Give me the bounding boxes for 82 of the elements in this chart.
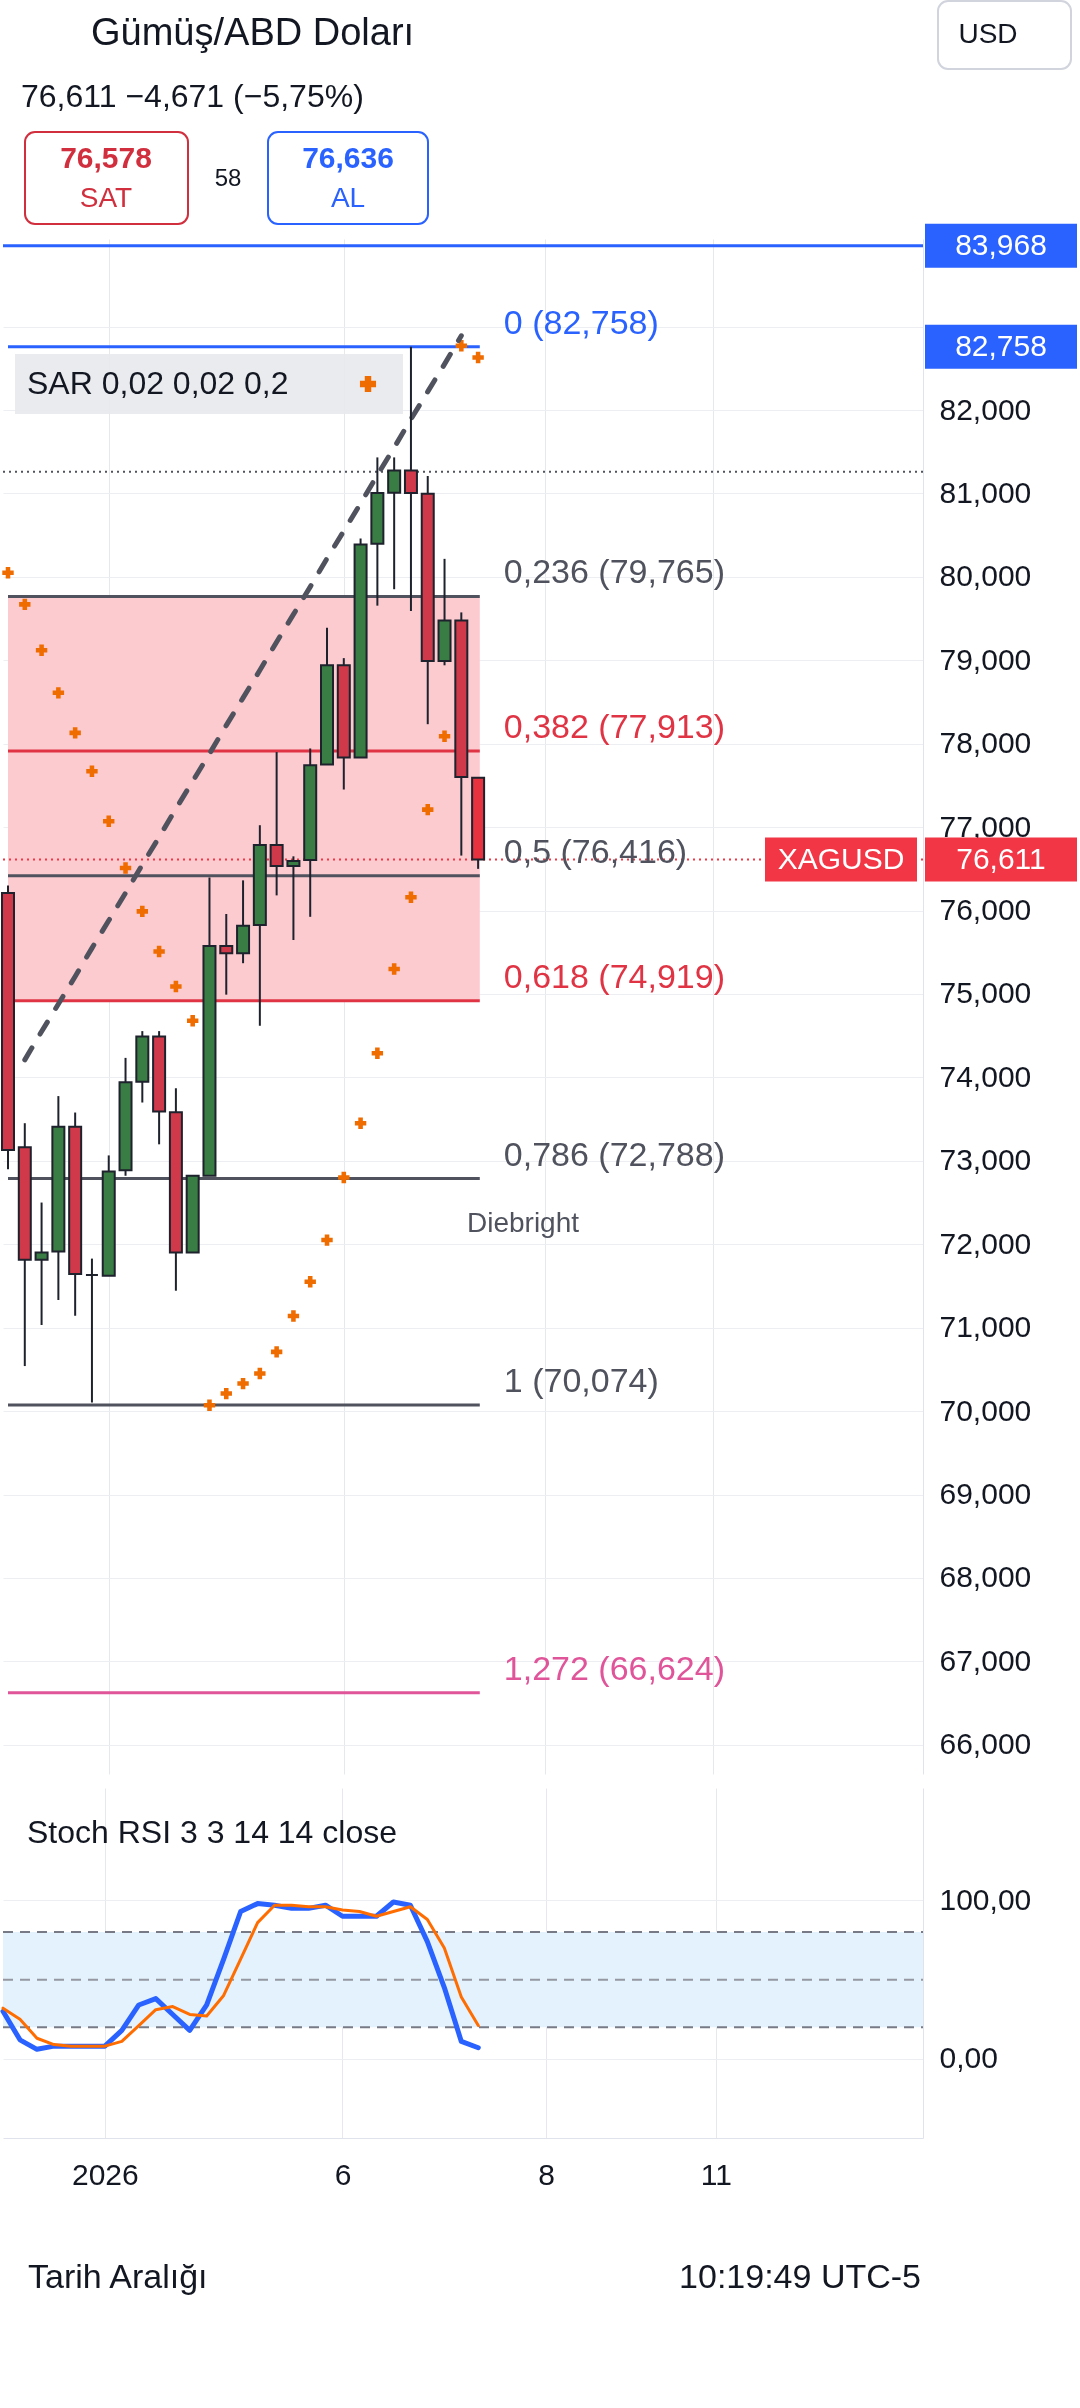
point xyxy=(153,945,165,958)
text: 76,611 xyxy=(956,841,1046,875)
candlestick xyxy=(387,456,402,591)
text: 10:19:49 UTC-5 xyxy=(679,2257,921,2295)
point xyxy=(19,598,31,611)
candlestick xyxy=(34,1201,49,1327)
x-tick-label: 2026 xyxy=(71,2157,139,2191)
point xyxy=(472,351,484,364)
y-tick-label: 78,000 xyxy=(939,726,1032,760)
text: 82,758 xyxy=(955,328,1047,362)
ref-line-label: 0,618 (74,919) xyxy=(503,956,725,995)
annotation: Diebright xyxy=(466,1207,580,1238)
y-tick-label: 77,000 xyxy=(939,809,1032,843)
candlestick xyxy=(84,1257,99,1404)
y-tick-label: 0,00 xyxy=(939,2041,998,2075)
point xyxy=(270,1346,283,1358)
candlestick xyxy=(219,912,234,996)
text: Tarih Aralığı xyxy=(28,2257,208,2295)
ref-line-label: 1,272 (66,624) xyxy=(503,1648,725,1687)
y-tick-label: 73,000 xyxy=(939,1143,1032,1177)
text: 76,636 xyxy=(302,141,394,174)
text: 58 xyxy=(214,164,242,191)
point xyxy=(220,1387,232,1400)
point xyxy=(405,891,417,903)
x-tick-label: 8 xyxy=(538,2157,556,2191)
text: 83,968 xyxy=(955,227,1047,261)
point xyxy=(371,1047,384,1059)
y-tick-label: 75,000 xyxy=(939,976,1032,1010)
y-tick-label: 74,000 xyxy=(939,1059,1032,1093)
y-tick-label: 82,000 xyxy=(939,392,1032,426)
point xyxy=(203,1399,216,1411)
text: AL xyxy=(330,182,366,213)
y-tick-label: 71,000 xyxy=(939,1310,1032,1344)
point xyxy=(422,803,434,816)
chart-subtitle: 76,611 −4,671 (−5,75%) xyxy=(21,78,364,114)
ref-line-label: 0,786 (72,788) xyxy=(503,1134,725,1173)
text: SAT xyxy=(79,182,133,213)
point xyxy=(438,730,451,742)
point xyxy=(69,727,81,739)
point xyxy=(136,905,149,918)
chart-title: Gümüş/ABD Doları xyxy=(91,11,415,53)
point xyxy=(254,1367,266,1380)
text: Stoch RSI 3 3 14 14 close xyxy=(27,1814,397,1850)
candlestick xyxy=(286,855,301,942)
candlestick xyxy=(403,345,418,612)
y-tick-label: 72,000 xyxy=(939,1226,1032,1260)
candlestick xyxy=(269,751,284,897)
annotation: XAGUSD xyxy=(777,841,905,875)
point xyxy=(338,1171,350,1184)
y-tick-label: 70,000 xyxy=(939,1393,1032,1427)
y-tick-label: 66,000 xyxy=(939,1727,1032,1761)
point xyxy=(287,1310,300,1322)
point xyxy=(170,980,182,993)
point xyxy=(237,1377,249,1390)
y-tick-label: 100,00 xyxy=(939,1882,1032,1916)
point xyxy=(186,1014,199,1027)
y-tick-label: 69,000 xyxy=(939,1477,1032,1511)
point xyxy=(2,566,14,579)
point xyxy=(354,1117,367,1129)
ref-line-label: 1 (70,074) xyxy=(503,1360,659,1399)
y-tick-label: 76,000 xyxy=(939,893,1032,927)
point xyxy=(388,963,400,975)
ref-line-label: 0,382 (77,913) xyxy=(503,706,725,745)
text: USD xyxy=(958,18,1018,49)
ref-line-label: 0,236 (79,765) xyxy=(503,552,725,591)
point xyxy=(103,815,115,827)
point xyxy=(321,1234,333,1246)
ref-line-label: 0 (82,758) xyxy=(503,302,659,341)
x-tick-label: 6 xyxy=(334,2157,352,2191)
y-tick-label: 67,000 xyxy=(939,1643,1032,1677)
y-tick-label: 80,000 xyxy=(939,559,1032,593)
point xyxy=(52,687,65,699)
point xyxy=(119,862,132,874)
y-tick-label: 68,000 xyxy=(939,1560,1032,1594)
y-tick-label: 79,000 xyxy=(939,642,1032,676)
x-tick-label: 11 xyxy=(700,2157,732,2191)
ref-line-label: 0,5 (76,416) xyxy=(503,831,688,870)
point xyxy=(35,644,48,656)
y-tick-label: 81,000 xyxy=(939,475,1032,509)
legend-label: SAR 0,02 0,02 0,2 xyxy=(27,365,289,401)
point xyxy=(86,765,98,777)
text: 76,578 xyxy=(60,141,152,174)
